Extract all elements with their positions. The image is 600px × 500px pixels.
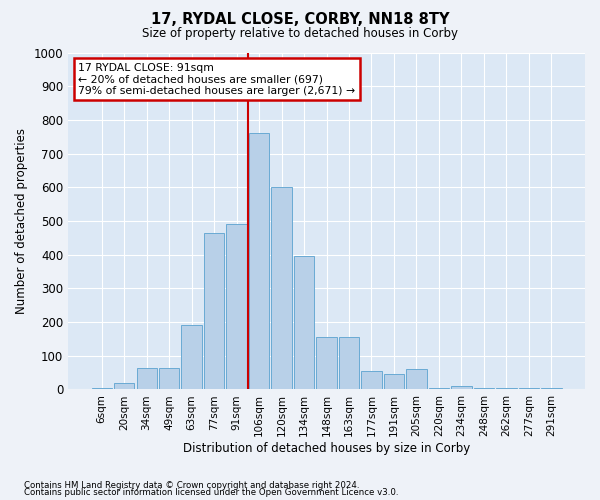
Text: Contains HM Land Registry data © Crown copyright and database right 2024.: Contains HM Land Registry data © Crown c… bbox=[24, 480, 359, 490]
Bar bbox=[429, 388, 449, 390]
Bar bbox=[451, 386, 472, 390]
Bar bbox=[181, 326, 202, 390]
Bar bbox=[384, 374, 404, 390]
Bar bbox=[406, 369, 427, 390]
Bar bbox=[541, 388, 562, 390]
Bar bbox=[114, 382, 134, 390]
Text: Contains public sector information licensed under the Open Government Licence v3: Contains public sector information licen… bbox=[24, 488, 398, 497]
Bar bbox=[159, 368, 179, 390]
Text: 17 RYDAL CLOSE: 91sqm
← 20% of detached houses are smaller (697)
79% of semi-det: 17 RYDAL CLOSE: 91sqm ← 20% of detached … bbox=[79, 62, 356, 96]
X-axis label: Distribution of detached houses by size in Corby: Distribution of detached houses by size … bbox=[183, 442, 470, 455]
Bar bbox=[519, 388, 539, 390]
Bar bbox=[294, 256, 314, 390]
Bar bbox=[474, 388, 494, 390]
Text: Size of property relative to detached houses in Corby: Size of property relative to detached ho… bbox=[142, 28, 458, 40]
Bar bbox=[137, 368, 157, 390]
Bar bbox=[361, 371, 382, 390]
Bar bbox=[339, 337, 359, 390]
Bar bbox=[226, 224, 247, 390]
Text: 17, RYDAL CLOSE, CORBY, NN18 8TY: 17, RYDAL CLOSE, CORBY, NN18 8TY bbox=[151, 12, 449, 28]
Bar bbox=[204, 233, 224, 390]
Bar bbox=[496, 388, 517, 390]
Bar bbox=[249, 134, 269, 390]
Y-axis label: Number of detached properties: Number of detached properties bbox=[15, 128, 28, 314]
Bar bbox=[271, 188, 292, 390]
Bar bbox=[316, 337, 337, 390]
Bar bbox=[92, 388, 112, 390]
